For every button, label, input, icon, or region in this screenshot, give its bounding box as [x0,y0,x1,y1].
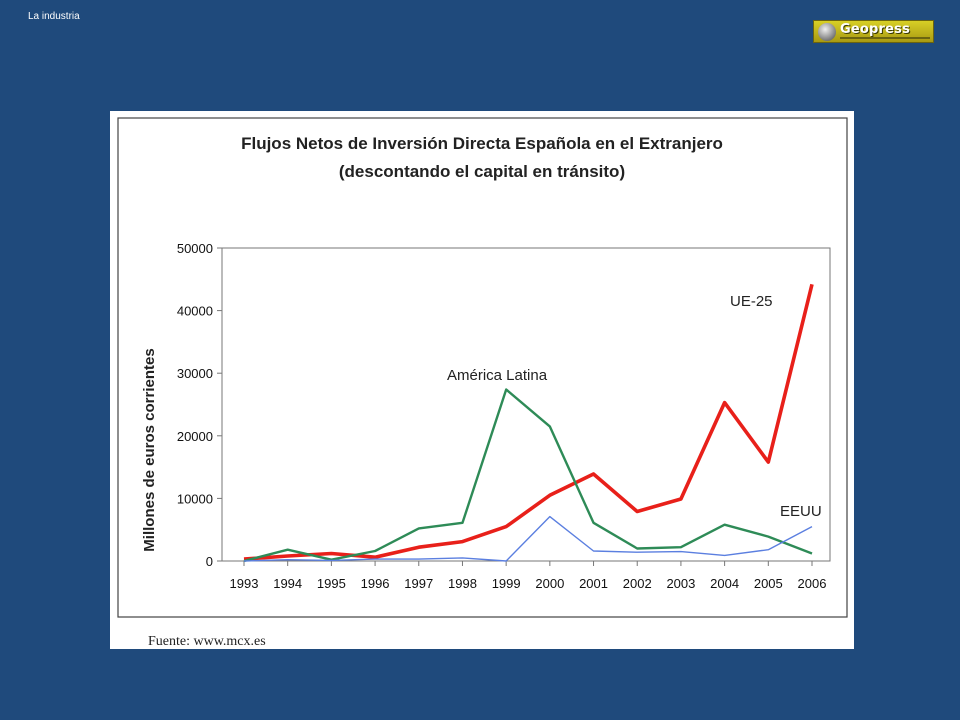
x-tick-label: 1994 [273,576,302,591]
y-tick-label: 50000 [177,241,213,256]
source-note: Fuente: www.mcx.es [148,634,266,649]
series-label-eeuu: EEUU [780,503,822,520]
logo-underline [840,37,930,39]
series-layer [243,283,814,563]
x-tick-label: 1996 [361,576,390,591]
logo-text: Geopress [840,22,911,37]
x-tick-label: 2003 [666,576,695,591]
series-label-ue-25: UE-25 [730,293,773,310]
series-label-america-latina: América Latina [447,367,548,384]
plot-area [221,247,831,562]
chart-frame: Flujos Netos de Inversión Directa Españo… [110,111,854,649]
globe-icon [818,23,836,41]
y-tick-label: 0 [206,554,213,569]
x-tick-label: 2004 [710,576,739,591]
series-line-eeuu [243,515,813,562]
chart-border [117,117,848,618]
x-tick-label: 2006 [798,576,827,591]
section-label: La industria [28,11,80,22]
x-tick-label: 2001 [579,576,608,591]
x-tick-label: 2005 [754,576,783,591]
annotations: UE-25 América Latina EEUU [447,293,822,520]
y-tick-label: 40000 [177,304,213,319]
x-tick-label: 1998 [448,576,477,591]
axes: 0 10000 20000 30000 40000 50000 1993 1994 1995 19… [177,241,831,591]
x-tick-label: 2000 [535,576,564,591]
geopress-logo: Geopress [813,20,934,43]
x-tick-label: 1993 [230,576,259,591]
x-tick-label: 1997 [404,576,433,591]
chart-subtitle: (descontando el capital en tránsito) [339,162,625,181]
x-tick-label: 2002 [623,576,652,591]
line-chart: Flujos Netos de Inversión Directa Españo… [117,117,848,649]
y-tick-label: 20000 [177,429,213,444]
y-axis-label: Millones de euros corrientes [141,348,158,551]
series-line-america-latina [243,388,813,563]
series-line-ue-25 [243,283,814,561]
chart-title: Flujos Netos de Inversión Directa Españo… [241,134,723,153]
y-tick-label: 30000 [177,366,213,381]
x-tick-label: 1999 [492,576,521,591]
y-tick-label: 10000 [177,491,213,506]
x-tick-label: 1995 [317,576,346,591]
